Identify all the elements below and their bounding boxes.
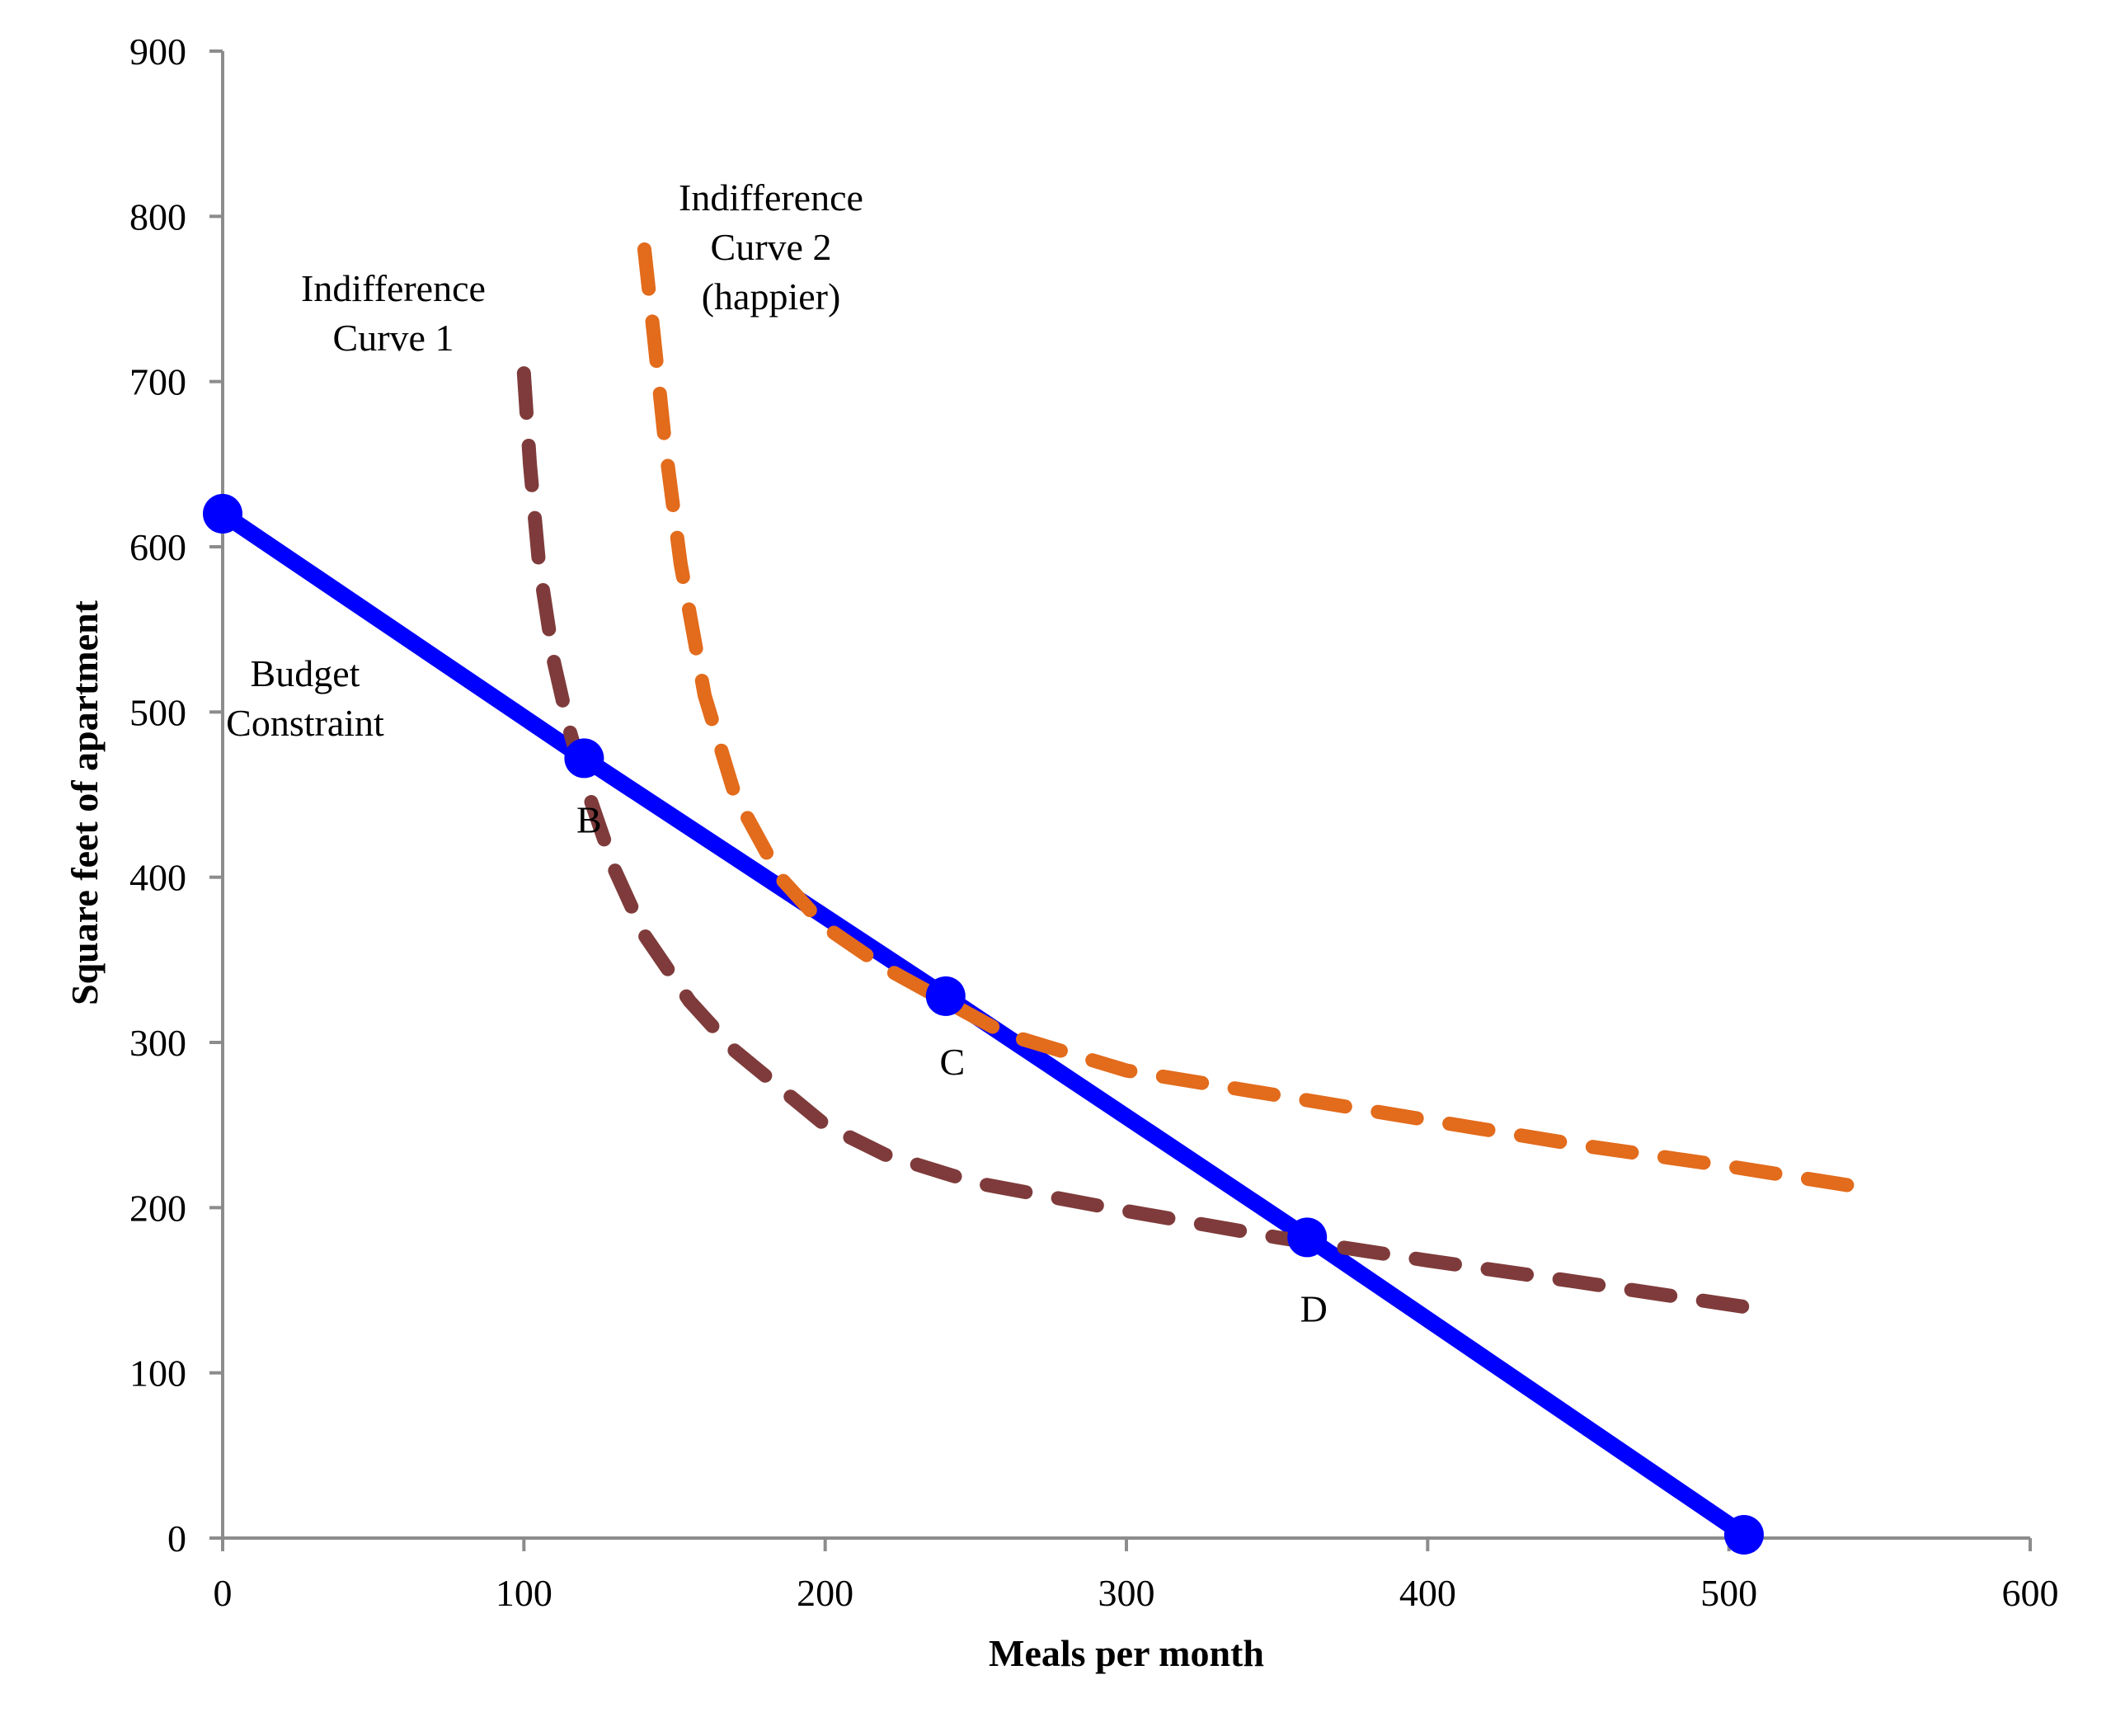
annotation-ic2-line: (happier): [702, 275, 841, 318]
x-tick-label: 600: [2002, 1572, 2059, 1614]
x-tick-label: 500: [1700, 1572, 1757, 1614]
series-ic1: [516, 366, 1751, 1315]
annotation-ic2-line: Curve 2: [711, 226, 832, 268]
labels-layer: B C D Budget Constraint Indifference Curve 1 In…: [226, 176, 1328, 1329]
x-tick-label: 400: [1399, 1572, 1456, 1614]
y-tick-label: 200: [129, 1187, 186, 1229]
y-axis-title: Square feet of apartment: [63, 600, 106, 1005]
annotation-budget-line: Budget: [251, 652, 360, 694]
y-tick-label: 500: [129, 691, 186, 733]
point-label-b: B: [576, 798, 602, 840]
y-tick-label: 400: [129, 857, 186, 899]
annotation-ic1-line: Indifference: [301, 267, 486, 309]
series-layer: [214, 242, 1872, 1543]
budget-point: [1287, 1217, 1328, 1258]
budget-point: [1723, 1514, 1764, 1555]
y-tick-label: 800: [129, 195, 186, 238]
x-tick-label: 300: [1098, 1572, 1155, 1614]
x-axis-title: Meals per month: [989, 1632, 1264, 1674]
y-tick-label: 900: [129, 31, 186, 73]
annotation-budget-line: Constraint: [226, 702, 384, 744]
annotation-ic2-line: Indifference: [679, 176, 863, 219]
axes: 0 100 200 300 400 500 600 700 800 900 0 100 200 300 40…: [63, 31, 2059, 1674]
budget-point: [925, 976, 966, 1016]
budget-point: [203, 493, 242, 534]
point-label-c: C: [939, 1041, 965, 1083]
y-tick-label: 300: [129, 1022, 186, 1064]
y-tick-label: 100: [129, 1353, 186, 1395]
y-tick-label: 0: [167, 1517, 186, 1560]
y-tick-label: 700: [129, 361, 186, 403]
point-label-d: D: [1300, 1287, 1328, 1329]
x-tick-label: 0: [214, 1572, 233, 1614]
annotation-ic1-line: Curve 1: [333, 317, 454, 359]
budget-point: [564, 738, 604, 779]
series-ic2: [637, 242, 1872, 1195]
x-tick-label: 200: [797, 1572, 853, 1614]
y-tick-label: 600: [129, 526, 186, 568]
x-tick-label: 100: [496, 1572, 552, 1614]
points-layer: [203, 493, 1764, 1555]
